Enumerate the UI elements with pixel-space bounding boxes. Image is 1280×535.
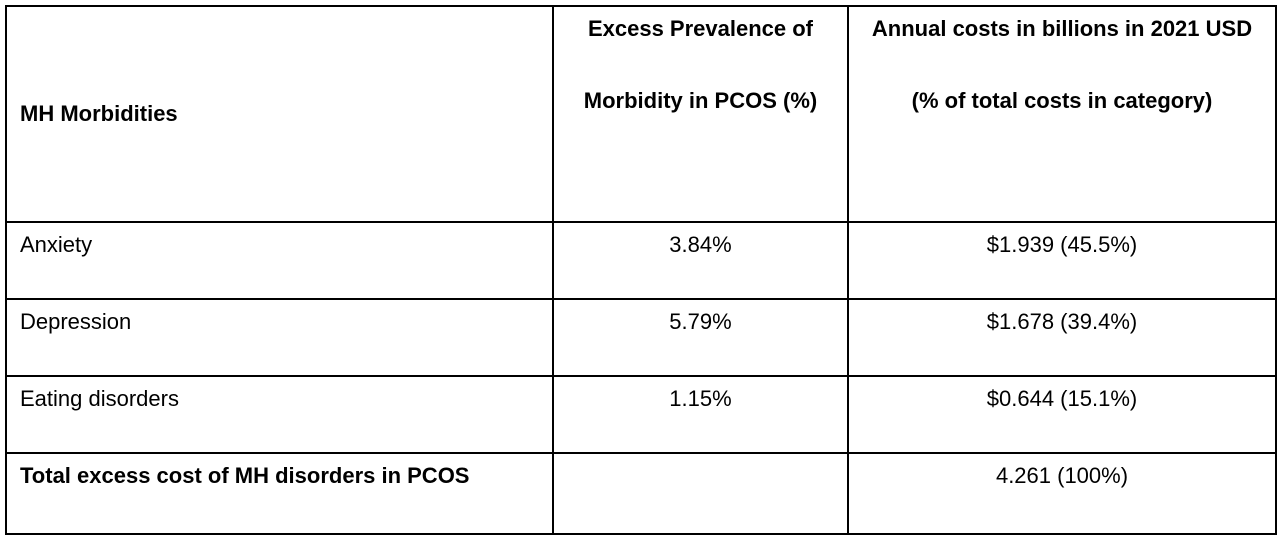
row-prevalence: 5.79% [552, 298, 849, 377]
header-mh-morbidities-text: MH Morbidities [20, 101, 178, 126]
total-label: Total excess cost of MH disorders in PCO… [5, 452, 554, 535]
row-label: Depression [5, 298, 554, 377]
header-annual-costs: Annual costs in billions in 2021 USD (% … [847, 5, 1277, 223]
row-prevalence: 1.15% [552, 375, 849, 454]
row-cost: $1.678 (39.4%) [847, 298, 1277, 377]
row-prevalence: 3.84% [552, 221, 849, 300]
row-label: Eating disorders [5, 375, 554, 454]
row-cost: $0.644 (15.1%) [847, 375, 1277, 454]
table-row: Eating disorders 1.15% $0.644 (15.1%) [5, 375, 1277, 454]
table-row: Anxiety 3.84% $1.939 (45.5%) [5, 221, 1277, 300]
table-header-row: MH Morbidities Excess Prevalence of Morb… [5, 5, 1277, 223]
table-row: Depression 5.79% $1.678 (39.4%) [5, 298, 1277, 377]
total-prevalence [552, 452, 849, 535]
row-cost: $1.939 (45.5%) [847, 221, 1277, 300]
header-excess-prevalence: Excess Prevalence of Morbidity in PCOS (… [552, 5, 849, 223]
mh-costs-table: MH Morbidities Excess Prevalence of Morb… [5, 5, 1277, 535]
row-label: Anxiety [5, 221, 554, 300]
header-mh-morbidities: MH Morbidities [5, 5, 554, 223]
header-excess-prevalence-text: Excess Prevalence of Morbidity in PCOS (… [583, 16, 818, 113]
header-annual-costs-text: Annual costs in billions in 2021 USD (% … [871, 16, 1253, 113]
